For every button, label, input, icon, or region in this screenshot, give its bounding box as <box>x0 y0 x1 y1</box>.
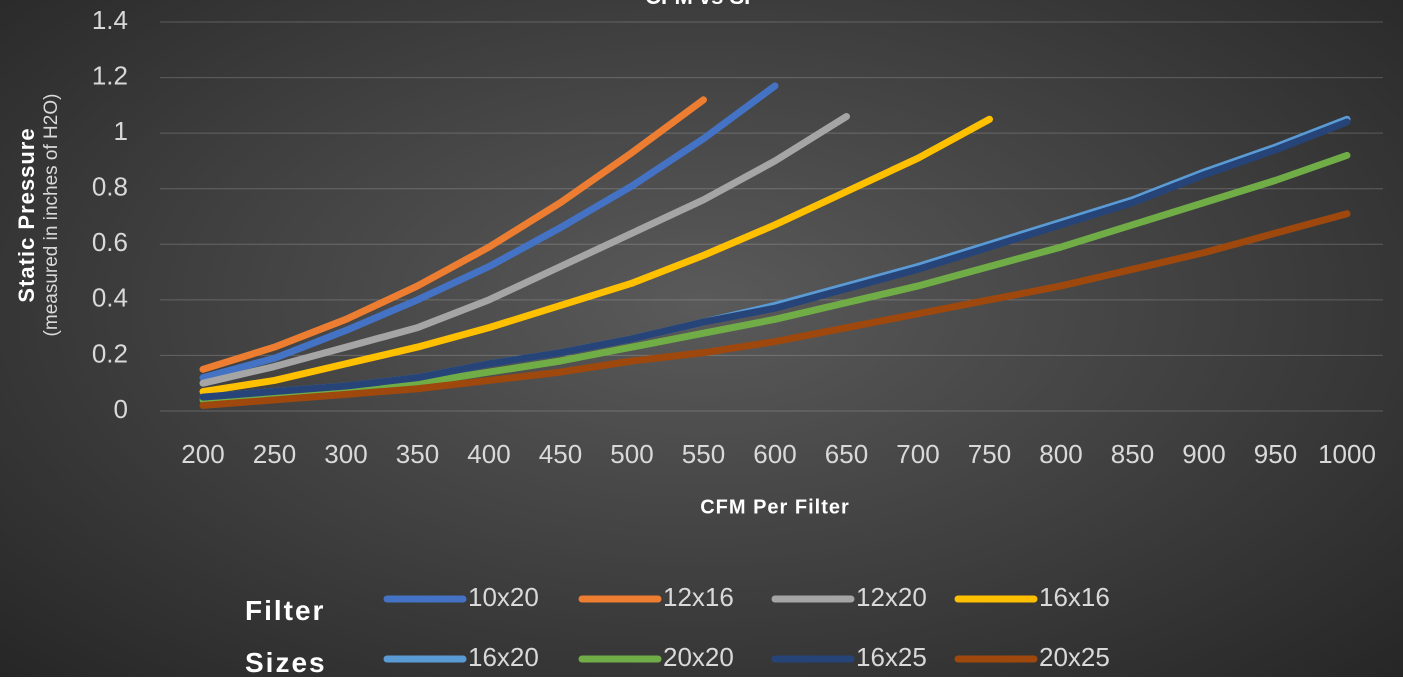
y-tick-label: 0.6 <box>92 227 128 257</box>
series-line <box>199 210 1351 409</box>
y-tick-label: 1.4 <box>92 5 128 35</box>
legend-label: 16x16 <box>1039 582 1110 612</box>
x-tick-label: 800 <box>1039 439 1082 469</box>
x-tick-label: 550 <box>682 439 725 469</box>
y-tick-label: 1 <box>114 116 128 146</box>
legend-label: 20x25 <box>1039 642 1110 672</box>
x-axis-title: CFM Per Filter <box>700 496 850 518</box>
x-tick-label: 350 <box>396 439 439 469</box>
y-tick-label: 1.2 <box>92 60 128 90</box>
x-tick-label: 750 <box>968 439 1011 469</box>
y-axis-subtitle: (measured in inches of H2O) <box>41 94 62 337</box>
x-tick-label: 650 <box>825 439 868 469</box>
y-tick-label: 0.2 <box>92 338 128 368</box>
legend-label: 16x25 <box>856 642 927 672</box>
x-tick-label: 950 <box>1254 439 1297 469</box>
legend-label: 20x20 <box>663 642 734 672</box>
series-line <box>199 82 779 382</box>
x-tick-label: 250 <box>253 439 296 469</box>
y-tick-label: 0 <box>114 394 128 424</box>
x-tick-label: 500 <box>610 439 653 469</box>
y-axis-title: Static Pressure <box>14 127 39 302</box>
x-tick-label: 700 <box>896 439 939 469</box>
chart-title: CFM vs SP <box>645 0 759 9</box>
series-line <box>199 151 1351 404</box>
legend-label: 12x20 <box>856 582 927 612</box>
x-tick-label: 900 <box>1182 439 1225 469</box>
x-tick-label: 200 <box>181 439 224 469</box>
x-tick-label: 1000 <box>1318 439 1376 469</box>
x-tick-label: 600 <box>753 439 796 469</box>
series-line <box>199 96 707 373</box>
x-tick-label: 850 <box>1111 439 1154 469</box>
series-line <box>199 115 993 396</box>
legend-label: 12x16 <box>663 582 734 612</box>
x-tick-label: 450 <box>539 439 582 469</box>
x-tick-label: 400 <box>467 439 510 469</box>
legend-title: Filter Sizes <box>245 595 327 678</box>
series-line <box>199 112 850 387</box>
series-line <box>199 118 1351 401</box>
legend-label: 10x20 <box>468 582 539 612</box>
legend-label: 16x20 <box>468 642 539 672</box>
y-tick-label: 0.8 <box>92 172 128 202</box>
x-tick-label: 300 <box>324 439 367 469</box>
y-tick-label: 0.4 <box>92 283 128 313</box>
